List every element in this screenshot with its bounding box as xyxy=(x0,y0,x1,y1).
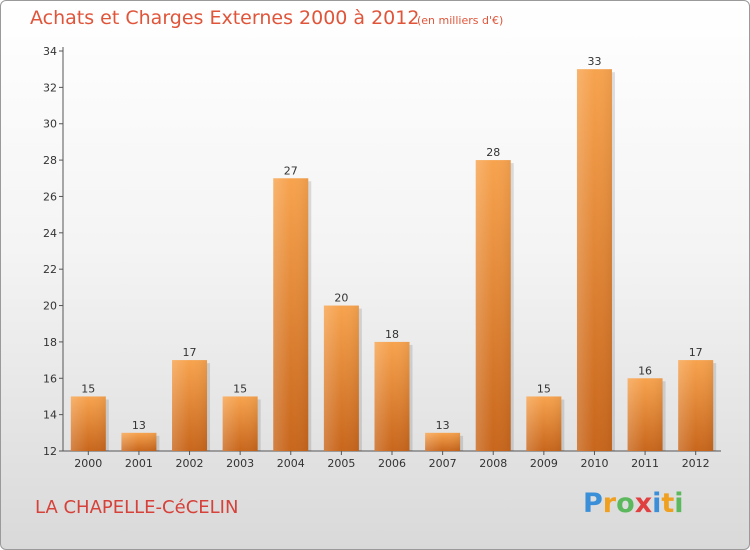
x-tick-label: 2002 xyxy=(176,457,204,470)
y-tick-label: 32 xyxy=(43,81,57,94)
bar-highlight xyxy=(323,305,359,451)
x-tick-label: 2010 xyxy=(580,457,608,470)
bar-highlight xyxy=(172,360,208,451)
x-tick-label: 2009 xyxy=(530,457,558,470)
bar-value-label: 17 xyxy=(183,346,197,359)
bar-value-label: 15 xyxy=(537,382,551,395)
bar-value-label: 18 xyxy=(385,328,399,341)
x-tick-label: 2012 xyxy=(682,457,710,470)
x-tick-label: 2004 xyxy=(277,457,305,470)
bar-highlight xyxy=(526,396,562,451)
bar-highlight xyxy=(627,378,663,451)
logo-letter: P xyxy=(583,488,603,519)
bar-highlight xyxy=(475,160,511,451)
bar-highlight xyxy=(678,360,714,451)
x-tick-label: 2003 xyxy=(226,457,254,470)
logo-letter: t xyxy=(661,488,675,519)
bar-highlight xyxy=(576,69,612,451)
chart-subtitle: (en milliers d'€) xyxy=(417,14,504,27)
x-tick-label: 2005 xyxy=(327,457,355,470)
bars xyxy=(70,69,717,452)
bar-value-label: 15 xyxy=(81,382,95,395)
y-tick-label: 30 xyxy=(43,118,57,131)
y-tick-label: 28 xyxy=(43,154,57,167)
y-tick-label: 14 xyxy=(43,409,57,422)
bar-value-label: 13 xyxy=(132,419,146,432)
bar-value-label: 33 xyxy=(587,55,601,68)
bar-value-label: 28 xyxy=(486,146,500,159)
x-tick-label: 2000 xyxy=(74,457,102,470)
bar-highlight xyxy=(121,432,157,451)
bar-value-label: 13 xyxy=(436,419,450,432)
bar-value-label: 27 xyxy=(284,164,298,177)
bar-value-label: 15 xyxy=(233,382,247,395)
logo-letter: r xyxy=(602,488,617,519)
bar-highlight xyxy=(70,396,106,451)
bar-highlight xyxy=(273,178,309,452)
proxiti-logo: Proxiti xyxy=(583,488,684,519)
y-tick-label: 18 xyxy=(43,336,57,349)
chart-title: Achats et Charges Externes 2000 à 2012 xyxy=(30,7,420,29)
logo-letter: x xyxy=(634,488,653,519)
y-tick-label: 22 xyxy=(43,263,57,276)
x-tick-label: 2008 xyxy=(479,457,507,470)
y-tick-label: 16 xyxy=(43,372,57,385)
y-tick-label: 20 xyxy=(43,300,57,313)
y-tick-label: 24 xyxy=(43,227,57,240)
logo-letter: i xyxy=(652,488,662,519)
commune-name: LA CHAPELLE-CéCELIN xyxy=(35,497,239,518)
y-tick-label: 34 xyxy=(43,45,57,58)
bar-highlight xyxy=(425,432,461,451)
x-tick-label: 2006 xyxy=(378,457,406,470)
y-tick-label: 12 xyxy=(43,445,57,458)
x-tick-label: 2007 xyxy=(429,457,457,470)
bar-highlight xyxy=(222,396,258,451)
x-tick-label: 2011 xyxy=(631,457,659,470)
bar-value-label: 20 xyxy=(334,292,348,305)
bar-value-label: 17 xyxy=(689,346,703,359)
bar-highlight xyxy=(374,341,410,451)
bar-value-label: 16 xyxy=(638,364,652,377)
labels: 15 2000 13 2001 17 2002 15 2003 27 2004 20 2005 18 20… xyxy=(74,55,709,470)
y-tick-label: 26 xyxy=(43,190,57,203)
logo-letter: o xyxy=(616,488,635,519)
logo-letter: i xyxy=(674,488,684,519)
x-tick-label: 2001 xyxy=(125,457,153,470)
